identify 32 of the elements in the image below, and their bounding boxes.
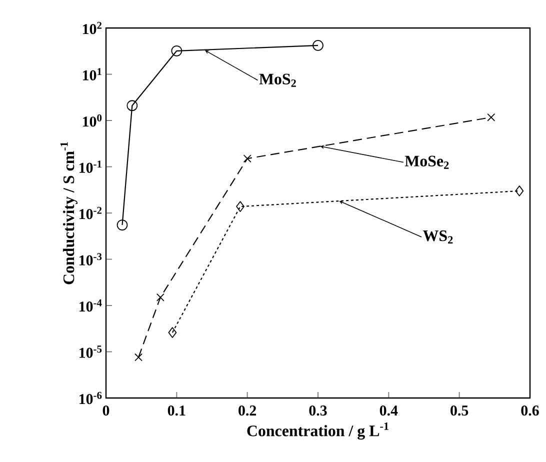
- point: [312, 40, 324, 51]
- y-tick-label: 10$^{0}$: [83, 114, 102, 127]
- y-tick-label: 10$^{-6}$: [80, 392, 102, 404]
- y-tick-label: 10$^{-1}$: [80, 160, 102, 173]
- point: [236, 201, 244, 212]
- x-tick-label: 0.6: [521, 406, 539, 416]
- annotation: WS$_{2}$: [422, 230, 453, 244]
- x-tick-label: 0: [102, 406, 110, 416]
- point: [168, 327, 177, 338]
- point: [126, 100, 138, 112]
- point: [116, 220, 128, 230]
- x-axis-title: Concentration / g L$^{-1}$: [247, 422, 388, 440]
- x-tick-label: 0.1: [168, 406, 186, 416]
- x-tick-label: 0.3: [309, 406, 327, 416]
- point: [156, 293, 164, 302]
- point: [134, 353, 142, 362]
- y-tick-label: 10$^{-2}$: [80, 206, 102, 220]
- point: [515, 186, 524, 196]
- y-tick-label: 10$^{-5}$: [80, 346, 102, 358]
- x-tick-label: 0.4: [380, 406, 398, 416]
- y-tick-label: 10$^{2}$: [83, 22, 102, 34]
- y-axis-title: Conductivity / S cm$^{-1}$: [60, 142, 78, 284]
- annotation: MoS$_{2}$: [259, 74, 296, 87]
- y-tick-label: 10$^{-4}$: [80, 299, 102, 312]
- y-tick-label: 10$^{-3}$: [80, 253, 102, 266]
- point: [487, 113, 496, 122]
- y-tick-label: 10$^{1}$: [83, 68, 102, 80]
- point: [171, 45, 182, 56]
- annotation: MoSe$_{2}$: [404, 156, 449, 169]
- point: [243, 154, 252, 163]
- x-tick-label: 0.2: [238, 406, 256, 416]
- x-tick-label: 0.5: [450, 406, 468, 416]
